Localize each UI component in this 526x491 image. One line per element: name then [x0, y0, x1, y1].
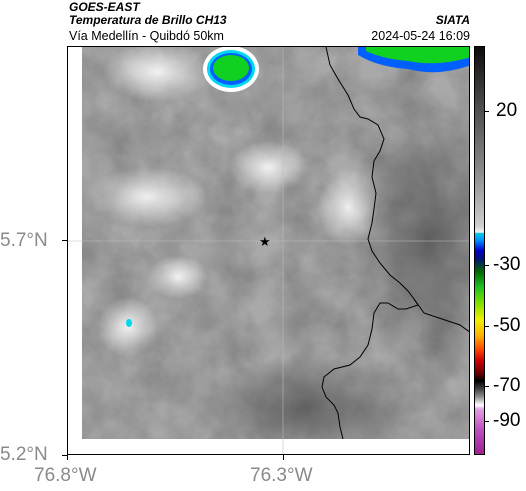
colorbar-tick	[485, 111, 489, 112]
bright-cloud	[98, 297, 158, 357]
bright-cloud	[318, 167, 378, 247]
satellite-map[interactable]: ★	[67, 46, 470, 455]
organization-label: SIATA	[435, 13, 470, 27]
x-tick-label: 76.8°W	[34, 465, 97, 486]
colorbar-label: 20	[496, 100, 518, 121]
bright-cloud	[148, 255, 208, 299]
map-canvas: ★	[68, 47, 469, 454]
x-tick-label: 76.3°W	[250, 465, 313, 486]
product-title: Temperatura de Brillo CH13	[69, 13, 227, 27]
border-line	[321, 47, 419, 440]
region-label: Vía Medellín - Quibdó 50km	[69, 29, 224, 43]
colorbar-tick	[485, 421, 489, 422]
x-tick	[283, 455, 284, 460]
satellite-title: GOES-EAST	[69, 0, 140, 14]
colorbar	[474, 46, 485, 455]
border-line	[413, 298, 469, 333]
bright-cloud	[103, 47, 213, 102]
x-tick	[67, 455, 68, 460]
colorbar-label: -30	[493, 254, 521, 275]
dark-region	[348, 87, 469, 387]
dark-region	[188, 357, 428, 454]
colorbar-label: -50	[493, 315, 521, 336]
y-tick-label: 5.7°N	[0, 230, 48, 251]
convective-cloud	[366, 47, 469, 64]
convective-cloud	[213, 55, 249, 81]
colorbar-tick	[485, 326, 489, 327]
colorbar-tick	[485, 386, 489, 387]
star-icon: ★	[259, 235, 271, 250]
y-tick-label: 5.2°N	[0, 444, 48, 465]
no-data-band	[68, 439, 469, 454]
y-tick	[62, 240, 67, 241]
small-cloud-cell	[126, 319, 132, 327]
colorbar-label: -90	[493, 410, 521, 431]
bright-cloud	[228, 141, 308, 193]
y-tick	[62, 455, 67, 456]
datetime-label: 2024-05-24 16:09	[371, 29, 470, 43]
no-data-band	[68, 47, 82, 454]
colorbar-tick	[485, 265, 489, 266]
colorbar-label: -70	[493, 375, 521, 396]
bright-cloud	[88, 167, 208, 227]
